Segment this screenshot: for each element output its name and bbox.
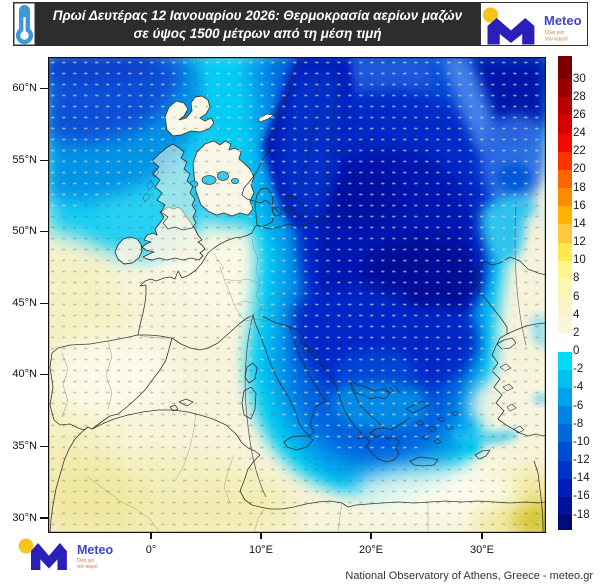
svg-text:Meteo: Meteo xyxy=(544,13,582,28)
svg-text:Meteo: Meteo xyxy=(77,543,113,557)
svg-text:Όλα για: Όλα για xyxy=(544,30,565,36)
svg-text:τον καιρό: τον καιρό xyxy=(545,36,568,43)
svg-text:Όλα για: Όλα για xyxy=(76,558,94,564)
svg-text:τον καιρό: τον καιρό xyxy=(77,563,98,570)
